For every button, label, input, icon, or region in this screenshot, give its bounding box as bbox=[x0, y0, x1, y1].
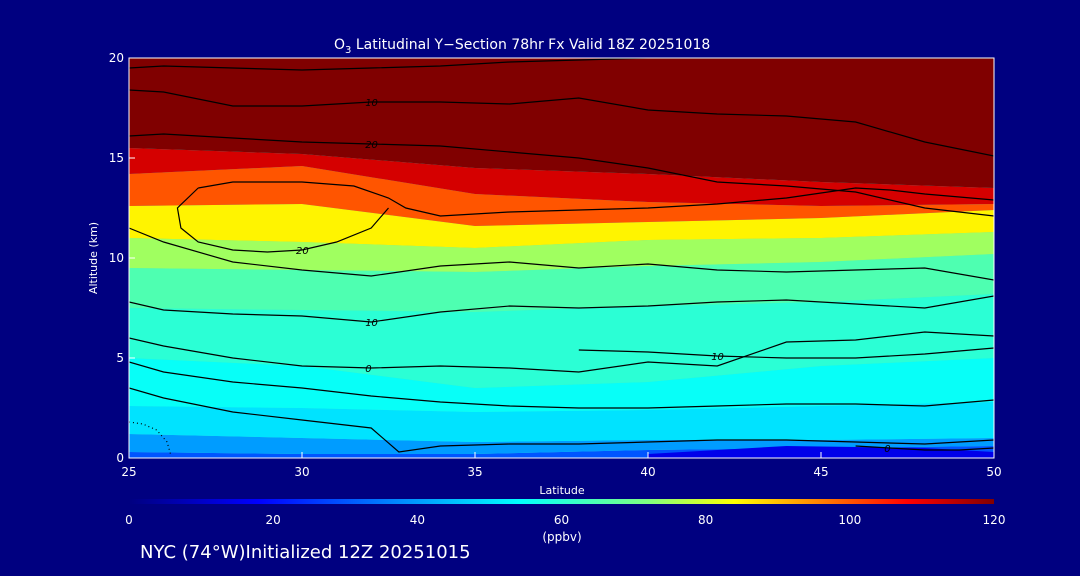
contour-line bbox=[176, 187, 389, 253]
contour-line bbox=[129, 227, 994, 281]
x-tick-label: 40 bbox=[640, 465, 655, 479]
contour-label: 20 bbox=[365, 140, 378, 151]
contour-line bbox=[198, 181, 994, 217]
colorbar-tick-label: 120 bbox=[983, 513, 1006, 527]
contour-line bbox=[129, 89, 994, 157]
y-tick-label: 20 bbox=[109, 51, 124, 65]
contour-label: 0 bbox=[365, 364, 371, 375]
colorbar bbox=[129, 499, 994, 504]
x-tick-label: 50 bbox=[986, 465, 1001, 479]
colorbar-ticks: 0 20 40 60 80 100 120 bbox=[125, 513, 1005, 527]
colorbar-tick-label: 60 bbox=[554, 513, 569, 527]
y-tick-label: 10 bbox=[109, 251, 124, 265]
x-tick-label: 25 bbox=[121, 465, 136, 479]
colorbar-tick-label: 20 bbox=[266, 513, 281, 527]
ozone-band bbox=[129, 402, 994, 442]
ozone-band bbox=[129, 166, 994, 226]
chart-title: O3 Latitudinal Y−Section 78hr Fx Valid 1… bbox=[334, 37, 710, 56]
ozone-band bbox=[129, 294, 994, 388]
x-tick-label: 45 bbox=[813, 465, 828, 479]
colorbar-tick-label: 80 bbox=[698, 513, 713, 527]
contour-line bbox=[129, 331, 994, 373]
ozone-fill-layer bbox=[129, 58, 994, 458]
footer-caption: NYC (74°W)Initialized 12Z 20251015 bbox=[140, 542, 471, 563]
contour-line bbox=[578, 347, 994, 359]
contour-label: 20 bbox=[296, 246, 309, 257]
ozone-band bbox=[129, 204, 994, 248]
contour-line bbox=[129, 295, 994, 323]
colorbar-tick-label: 0 bbox=[125, 513, 133, 527]
contour-line bbox=[855, 445, 994, 451]
contour-layer bbox=[129, 58, 994, 455]
contour-line bbox=[129, 58, 994, 71]
y-tick-label: 15 bbox=[109, 151, 124, 165]
contour-label: 10 bbox=[365, 98, 378, 109]
contour-line bbox=[129, 361, 994, 409]
colorbar-tick-label: 40 bbox=[410, 513, 425, 527]
colorbar-tick-label: 100 bbox=[838, 513, 861, 527]
ozone-band bbox=[129, 58, 994, 188]
contour-label: 0 bbox=[884, 444, 890, 455]
y-tick-label: 5 bbox=[116, 351, 124, 365]
x-axis-label: Latitude bbox=[539, 484, 585, 497]
ozone-band bbox=[129, 232, 994, 272]
ozone-band bbox=[129, 254, 994, 312]
x-tick-label: 35 bbox=[467, 465, 482, 479]
y-axis: 0 5 10 15 20 bbox=[109, 51, 135, 465]
ozone-band bbox=[129, 148, 994, 206]
x-axis: 25 30 35 40 45 50 bbox=[121, 452, 1002, 479]
x-tick-label: 30 bbox=[294, 465, 309, 479]
contour-label: 10 bbox=[711, 352, 724, 363]
contour-line bbox=[129, 133, 994, 217]
contour-line bbox=[129, 387, 994, 453]
contour-label: 10 bbox=[365, 318, 378, 329]
contour-label-layer: 10 20 20 10 0 10 0 bbox=[296, 98, 891, 455]
y-axis-label: Altitude (km) bbox=[87, 222, 100, 294]
colorbar-units-label: (ppbv) bbox=[542, 530, 581, 544]
y-tick-label: 0 bbox=[116, 451, 124, 465]
